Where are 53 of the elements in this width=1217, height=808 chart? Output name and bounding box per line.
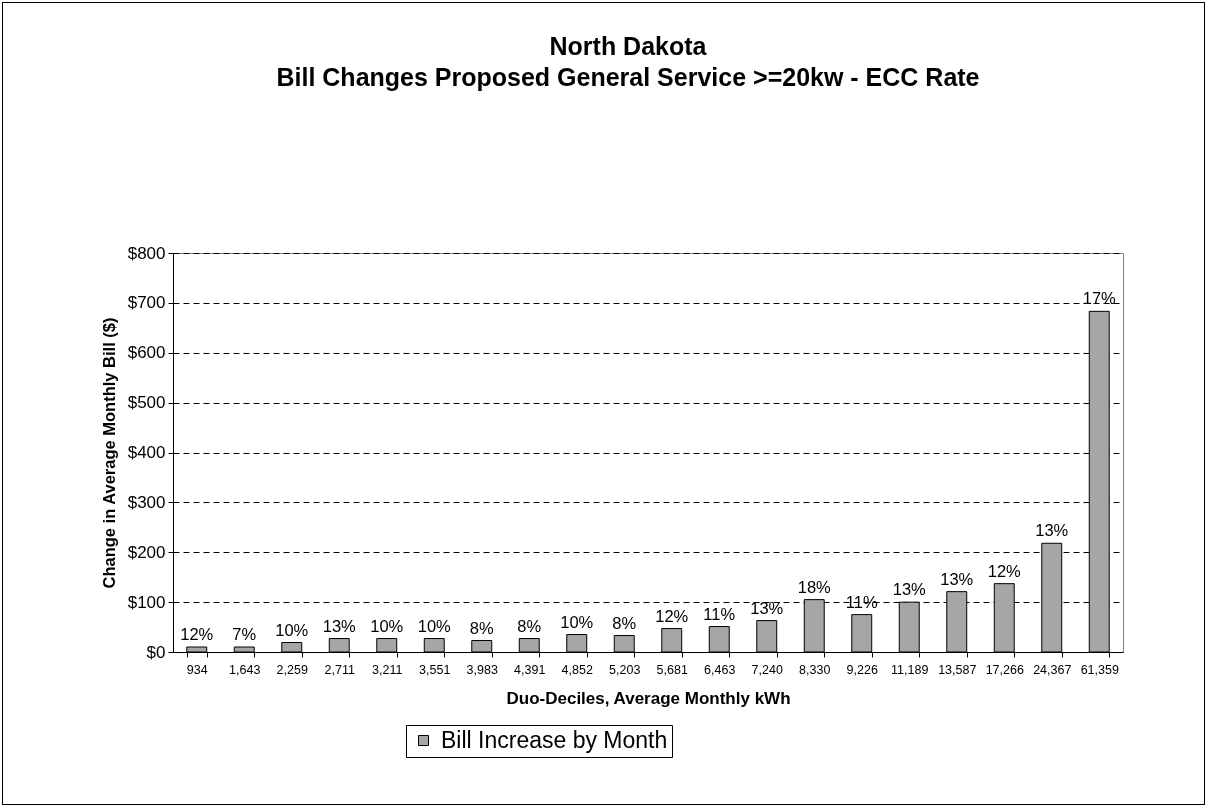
annotation: 11% xyxy=(845,592,878,611)
annotation: 10% xyxy=(275,620,309,639)
annotation: 13% xyxy=(940,569,974,588)
x-tick-label: 3,983 xyxy=(466,662,498,677)
x-tick-label: 7,240 xyxy=(751,662,783,677)
annotation: 8% xyxy=(612,613,637,632)
y-tick-label: $500 xyxy=(127,393,166,413)
x-tick-label: 3,551 xyxy=(419,662,451,677)
chart-subtitle: Bill Changes Proposed General Service >=20kw - ECC Rate xyxy=(276,63,980,91)
x-axis-title: Duo-Deciles, Average Monthly kWh xyxy=(506,689,791,708)
annotation: 8% xyxy=(469,618,494,637)
y-tick-label: $0 xyxy=(146,642,166,662)
y-tick-label: $100 xyxy=(127,592,166,612)
x-tick-label: 24,367 xyxy=(1033,662,1072,677)
chart-title: North Dakota xyxy=(549,32,708,60)
legend-label: Bill Increase by Month xyxy=(441,726,668,753)
x-tick-label: 13,587 xyxy=(938,662,977,677)
x-tick-label: 4,852 xyxy=(561,662,593,677)
annotation: 12% xyxy=(655,606,689,625)
y-tick-label: $200 xyxy=(127,542,166,562)
x-tick-label: 61,359 xyxy=(1080,662,1119,677)
x-tick-label: 934 xyxy=(186,662,208,677)
x-tick-label: 5,203 xyxy=(609,662,641,677)
x-tick-label: 3,211 xyxy=(372,662,403,677)
y-axis-title: Change in Average Monthly Bill ($) xyxy=(99,317,118,589)
x-tick-label: 1,643 xyxy=(229,662,261,677)
x-tick-label: 17,266 xyxy=(985,662,1024,677)
annotation: 12% xyxy=(180,625,214,644)
annotation: 10% xyxy=(417,616,452,635)
annotation: 8% xyxy=(517,616,542,635)
annotation: 10% xyxy=(560,612,594,631)
annotation: 13% xyxy=(1035,521,1069,540)
annotation: 13% xyxy=(750,598,784,617)
annotation: 10% xyxy=(370,616,404,635)
y-tick-label: $700 xyxy=(127,293,166,313)
y-tick-label: $400 xyxy=(127,443,166,462)
y-tick-label: $800 xyxy=(127,243,166,263)
annotation: 7% xyxy=(232,625,257,644)
annotation: 11% xyxy=(703,604,736,623)
y-tick-label: $600 xyxy=(127,343,166,363)
annotation: 18% xyxy=(797,577,832,596)
x-tick-label: 6,463 xyxy=(704,662,736,677)
x-tick-label: 5,681 xyxy=(656,662,688,677)
annotation: 12% xyxy=(987,561,1022,580)
y-tick-label: $300 xyxy=(127,492,166,512)
x-tick-label: 9,226 xyxy=(846,662,878,677)
x-tick-label: 4,391 xyxy=(514,662,546,677)
x-tick-label: 8,330 xyxy=(799,662,831,677)
annotation: 13% xyxy=(892,580,927,599)
x-tick-label: 2,259 xyxy=(276,662,308,677)
x-tick-label: 2,711 xyxy=(324,662,355,677)
annotation: 13% xyxy=(322,616,357,635)
x-tick-label: 11,189 xyxy=(891,662,929,677)
